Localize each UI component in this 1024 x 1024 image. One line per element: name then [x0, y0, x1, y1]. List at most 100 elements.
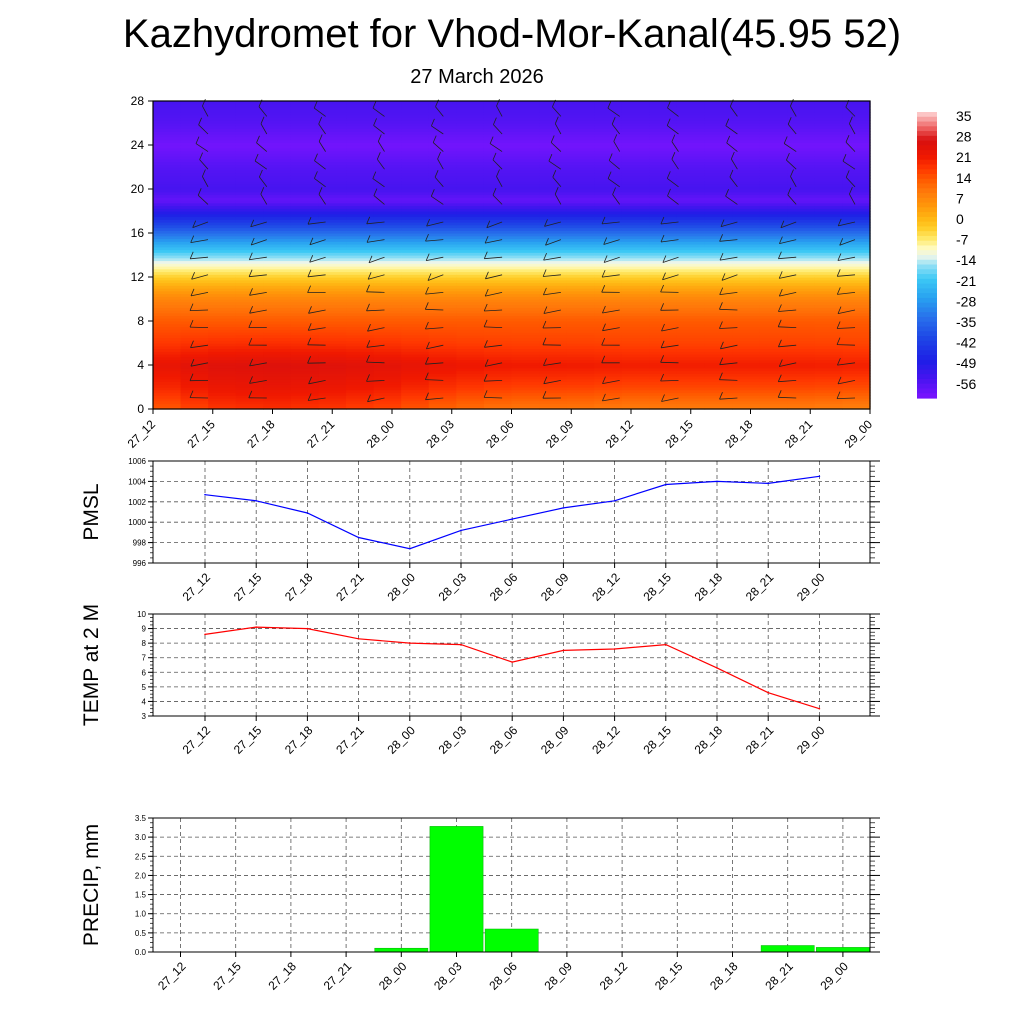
- heatmap-cell: [456, 123, 485, 127]
- heatmap-cell: [787, 329, 816, 333]
- heatmap-cell: [621, 318, 650, 322]
- series-point: [562, 649, 565, 652]
- heatmap-cell: [621, 117, 650, 121]
- heatmap-cell: [235, 268, 264, 273]
- heatmap-cell: [732, 293, 761, 297]
- heatmap-cell: [346, 219, 375, 223]
- heatmap-cell: [153, 348, 182, 352]
- heatmap-cell: [649, 128, 678, 132]
- wind-barb-shaft: [260, 123, 268, 135]
- heatmap-cell: [346, 257, 375, 262]
- heatmap-cell: [235, 400, 264, 405]
- heatmap-cell: [208, 376, 237, 380]
- heatmap-cell: [787, 271, 816, 275]
- heatmap-cell: [511, 208, 540, 212]
- heatmap-cell: [373, 395, 402, 399]
- heatmap-cell: [814, 304, 844, 308]
- wind-barb-flag: [667, 188, 671, 197]
- wind-barb-shaft: [779, 274, 797, 279]
- wind-barb-flag: [496, 169, 500, 177]
- heatmap-cell: [704, 271, 733, 275]
- heatmap-cell: [732, 241, 761, 245]
- heatmap-cell: [787, 142, 816, 146]
- wind-barb-flag: [845, 135, 850, 143]
- heatmap-cell: [566, 241, 595, 245]
- heatmap-cell: [814, 189, 844, 193]
- heatmap-cell: [814, 365, 844, 369]
- heatmap-cell: [842, 373, 871, 377]
- heatmap-cell: [318, 381, 347, 385]
- heatmap-cell: [704, 279, 733, 284]
- heatmap-cell: [153, 370, 182, 374]
- heatmap-cell: [290, 362, 320, 366]
- heatmap-cell: [732, 169, 761, 174]
- colorbar-segment: [917, 193, 937, 199]
- heatmap-cell: [842, 359, 871, 363]
- heatmap-cell: [208, 263, 237, 267]
- heatmap-cell: [153, 136, 182, 141]
- heatmap-cell: [153, 263, 182, 267]
- series-point: [818, 707, 821, 710]
- heatmap-cell: [456, 312, 485, 317]
- heatmap-cell: [483, 268, 513, 273]
- heatmap-cell: [290, 354, 320, 358]
- heatmap-cell: [180, 202, 209, 207]
- heatmap-cell: [759, 169, 788, 174]
- heatmap-cell: [428, 365, 457, 369]
- heatmap-cell: [290, 345, 320, 350]
- heatmap-cell: [153, 103, 182, 108]
- heatmap-cell: [153, 164, 182, 168]
- heatmap-cell: [704, 301, 733, 306]
- heatmap-cell: [235, 139, 264, 143]
- x-tick-label: 27_21: [333, 723, 367, 757]
- heatmap-cell: [594, 200, 623, 204]
- y-axis-label: PRECIP, mm: [80, 824, 103, 946]
- wind-barb-shaft: [662, 274, 679, 281]
- wind-barb-flag: [249, 376, 253, 384]
- heatmap-cell: [594, 169, 623, 174]
- heatmap-cell: [621, 406, 650, 410]
- heatmap-cell: [676, 114, 706, 119]
- heatmap-cell: [456, 274, 485, 278]
- heatmap-cell: [842, 365, 871, 369]
- heatmap-cell: [483, 271, 513, 275]
- heatmap-cell: [511, 257, 540, 262]
- colorbar-segment: [917, 336, 937, 342]
- heatmap-cell: [704, 323, 733, 328]
- heatmap-cell: [621, 329, 650, 333]
- heatmap-cell: [456, 101, 485, 105]
- wind-barb-flag: [726, 135, 731, 144]
- heatmap-cell: [649, 304, 678, 308]
- heatmap-cell: [235, 378, 264, 383]
- heatmap-cell: [621, 158, 650, 163]
- heatmap-cell: [566, 208, 595, 212]
- heatmap-cell: [346, 200, 375, 204]
- heatmap-cell: [814, 318, 844, 322]
- heatmap-cell: [153, 117, 182, 121]
- heatmap-cell: [483, 299, 513, 303]
- wind-barb-shaft: [607, 107, 620, 117]
- wind-barb-shaft: [259, 176, 268, 188]
- heatmap-cell: [566, 340, 595, 344]
- wind-barb-flag: [543, 306, 548, 314]
- heatmap-cell: [263, 101, 292, 105]
- heatmap-cell: [456, 164, 485, 168]
- wind-barb-flag: [260, 187, 265, 195]
- heatmap-cell: [153, 285, 182, 289]
- heatmap-cell: [759, 224, 788, 229]
- heatmap-cell: [318, 260, 347, 264]
- heatmap-cell: [373, 238, 402, 242]
- heatmap-cell: [539, 384, 568, 388]
- heatmap-cell: [428, 260, 457, 264]
- heatmap-cell: [649, 263, 678, 267]
- wind-barb-flag: [607, 101, 612, 109]
- heatmap-cell: [759, 277, 788, 281]
- heatmap-cell: [676, 194, 706, 198]
- heatmap-cell: [539, 112, 568, 116]
- heatmap-cell: [814, 200, 844, 204]
- heatmap-cell: [649, 150, 678, 154]
- heatmap-cell: [621, 351, 650, 355]
- heatmap-cell: [208, 142, 237, 146]
- heatmap-cell: [483, 370, 513, 374]
- heatmap-cell: [594, 147, 623, 152]
